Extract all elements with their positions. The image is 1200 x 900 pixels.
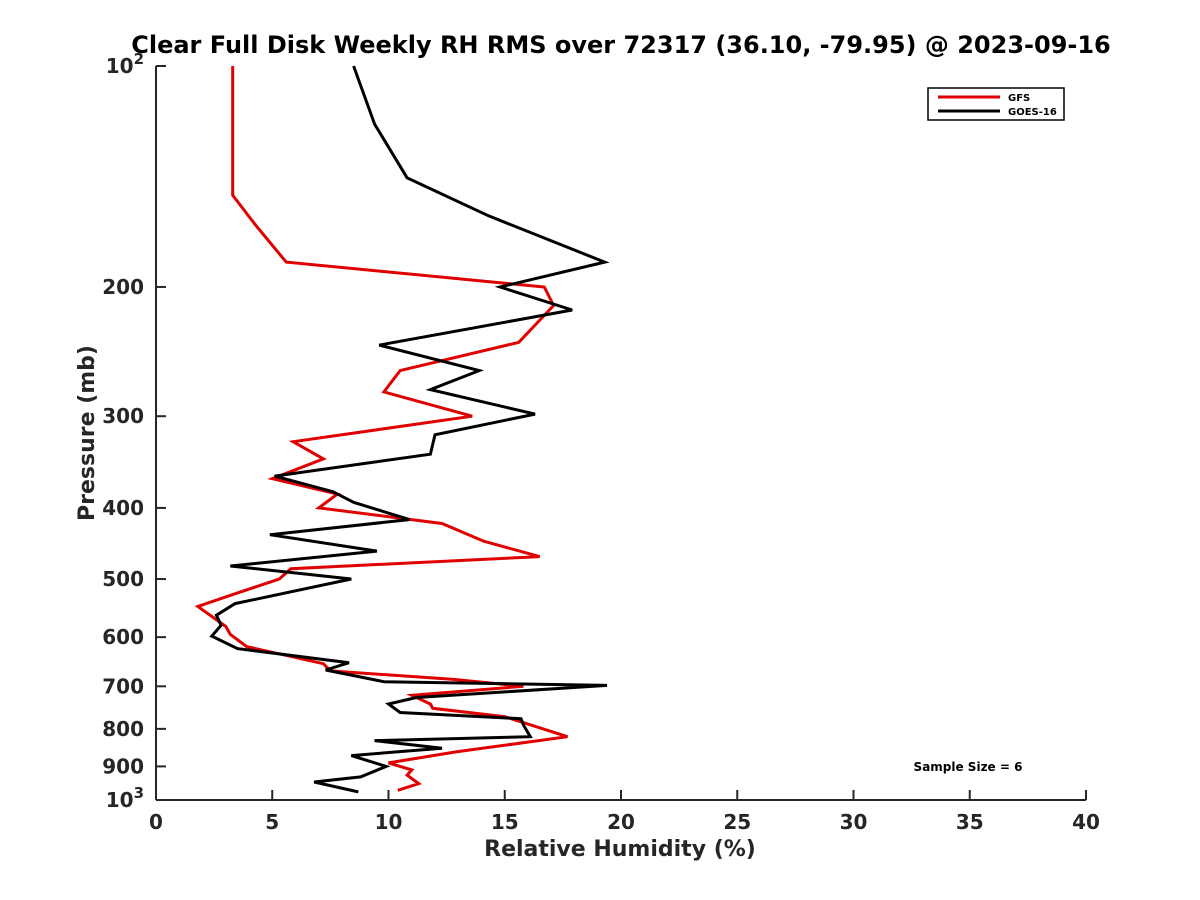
x-tick-label: 30: [840, 810, 868, 834]
y-tick-label: 800: [102, 717, 144, 741]
plot-lines: [194, 65, 610, 794]
series-line-gfs: [194, 66, 568, 792]
legend: GFS GOES-16: [927, 87, 1065, 121]
chart-title: Clear Full Disk Weekly RH RMS over 72317…: [131, 31, 1111, 59]
x-axis-label: Relative Humidity (%): [484, 837, 756, 862]
y-tick-label: 102: [106, 50, 144, 78]
y-tick-label-base: 900: [102, 754, 144, 778]
x-tick-label: 20: [607, 810, 635, 834]
y-tick-label: 700: [102, 674, 144, 698]
x-tick-label: 35: [956, 810, 984, 834]
legend-label-goes-16: GOES-16: [1008, 107, 1057, 118]
y-tick-label-base: 600: [102, 625, 144, 649]
y-tick-label-exponent: 2: [134, 50, 144, 68]
y-tick-label-base: 10: [106, 788, 134, 812]
x-tick-label: 15: [491, 810, 519, 834]
y-tick-label: 400: [102, 496, 144, 520]
x-tick-label: 10: [375, 810, 403, 834]
y-tick-label-base: 300: [102, 404, 144, 428]
y-tick-label-base: 400: [102, 496, 144, 520]
x-tick-label: 25: [723, 810, 751, 834]
x-tick-label: 40: [1072, 810, 1100, 834]
y-tick-label: 500: [102, 567, 144, 591]
y-tick-label: 600: [102, 625, 144, 649]
y-axis-label: Pressure (mb): [75, 345, 100, 521]
x-tick-label: 5: [265, 810, 279, 834]
ticks: 0 5 10 15 20 25 30 35 40102200300400500600700800…: [102, 50, 1100, 834]
y-tick-label-exponent: 3: [134, 784, 144, 802]
series-line-goes-16: [209, 65, 610, 794]
y-tick-label-base: 800: [102, 717, 144, 741]
y-tick-label-base: 700: [102, 674, 144, 698]
y-tick-label: 103: [106, 784, 144, 812]
y-tick-label: 900: [102, 754, 144, 778]
sample-size-annotation: Sample Size = 6: [914, 760, 1023, 774]
y-tick-label-base: 200: [102, 275, 144, 299]
y-tick-label: 200: [102, 275, 144, 299]
x-tick-label: 0: [149, 810, 163, 834]
y-tick-label-base: 500: [102, 567, 144, 591]
y-tick-label: 300: [102, 404, 144, 428]
legend-box: [927, 87, 1065, 121]
y-tick-label-base: 10: [106, 54, 134, 78]
legend-label-gfs: GFS: [1008, 93, 1030, 104]
